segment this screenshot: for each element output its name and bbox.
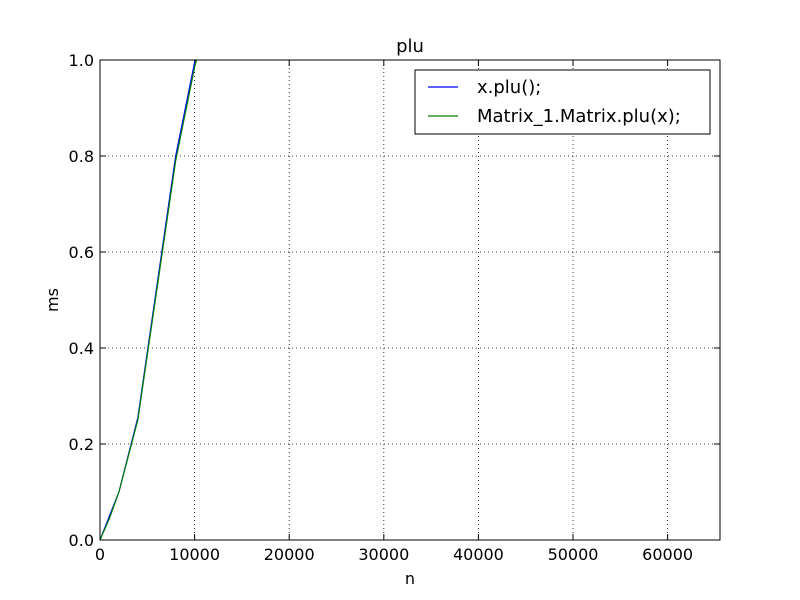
axis-ticks: 0 10000 20000 30000 40000 50000 60000 0.0 0.2 0.4… — [69, 51, 720, 564]
x-tick-label: 0 — [95, 545, 105, 564]
chart-title: plu — [396, 36, 424, 57]
x-axis-label: n — [405, 569, 415, 588]
x-tick-label: 30000 — [358, 545, 409, 564]
series-line-2 — [100, 60, 198, 540]
y-tick-label: 0.4 — [69, 339, 94, 358]
x-tick-label: 40000 — [453, 545, 504, 564]
x-tick-label: 50000 — [548, 545, 599, 564]
series-layer — [100, 60, 198, 540]
y-axis-label: ms — [43, 288, 62, 312]
legend: x.plu(); Matrix_1.Matrix.plu(x); — [414, 69, 711, 135]
y-tick-label: 1.0 — [69, 51, 94, 70]
x-tick-label: 10000 — [169, 545, 220, 564]
axes-frame — [99, 59, 721, 541]
y-tick-label: 0.6 — [69, 243, 94, 262]
y-tick-label: 0.8 — [69, 147, 94, 166]
x-tick-label: 60000 — [642, 545, 693, 564]
y-tick-label: 0.0 — [69, 531, 94, 550]
x-tick-label: 20000 — [264, 545, 315, 564]
legend-label-1: x.plu(); — [477, 77, 541, 98]
legend-box — [414, 69, 711, 135]
y-tick-label: 0.2 — [69, 435, 94, 454]
legend-label-2: Matrix_1.Matrix.plu(x); — [477, 106, 681, 127]
